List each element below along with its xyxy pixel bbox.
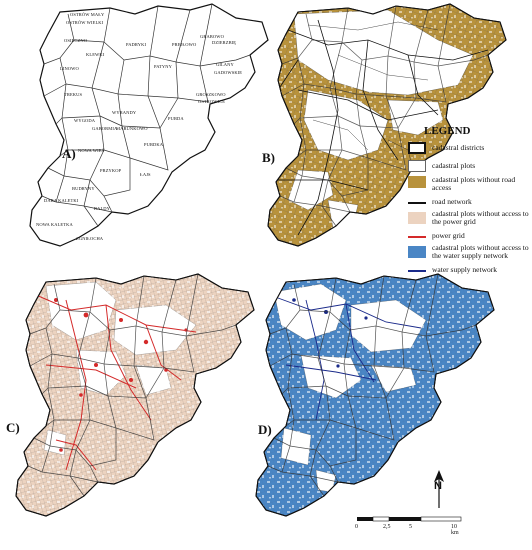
- scale-bar: 0 2,5 5 10 km: [355, 516, 465, 536]
- district-label: OSTROWICE: [198, 99, 226, 104]
- panel-label-a: A): [62, 146, 76, 161]
- legend-label: cadastral districts: [432, 143, 485, 152]
- district-label: PURDA: [168, 116, 184, 121]
- panel-label-b: B): [262, 150, 275, 165]
- legend-swatch: [408, 176, 426, 188]
- north-arrow-icon: [434, 470, 444, 508]
- district-label: BUDRYNY: [72, 186, 95, 191]
- district-label: NOWA WIEŚ: [78, 148, 105, 153]
- district-label: WYRANDY: [112, 110, 137, 115]
- legend-swatch: [408, 160, 426, 172]
- scale-tick-label: 0: [355, 524, 358, 530]
- legend-label: water supply network: [432, 265, 497, 274]
- district-label: PREJŁOWO: [172, 42, 197, 47]
- north-arrow: N: [424, 468, 454, 510]
- district-label: DZIERZBIĘ: [212, 40, 237, 45]
- scale-bar-graphic: [357, 516, 462, 522]
- district-label: PURDKA: [144, 142, 164, 147]
- district-label: MARUNKOWO: [116, 126, 148, 131]
- legend-swatch: [408, 142, 426, 154]
- district-label: OSTRÓW WIELKI: [66, 20, 104, 25]
- district-label: OSIECZNO: [64, 38, 88, 43]
- legend-swatch: [408, 246, 426, 258]
- legend-label: road network: [432, 197, 472, 206]
- district-label: ZGNIŁOCHA: [76, 236, 104, 241]
- legend-label: cadastral plots without access to the wa…: [432, 243, 529, 260]
- scale-tick-label: 10 km: [451, 524, 459, 536]
- district-label: PADRYKI: [126, 42, 147, 47]
- district-label: TREKUS: [64, 92, 83, 97]
- legend-line: [408, 236, 426, 238]
- district-label: ŁAJS: [140, 172, 151, 177]
- scale-tick-label: 5: [409, 524, 412, 530]
- district-label: DARA KALETKI: [44, 198, 79, 203]
- panel-label-c: C): [6, 420, 20, 435]
- legend-label: power grid: [432, 231, 465, 240]
- district-label: LINOWO: [60, 66, 79, 71]
- district-label: GRABOWO: [200, 34, 224, 39]
- district-label: GADOWSKIE: [214, 70, 243, 75]
- scale-tick-label: 2,5: [383, 524, 391, 530]
- north-letter: N: [434, 480, 442, 492]
- district-label: PATYNY: [154, 64, 172, 69]
- legend-line: [408, 202, 426, 204]
- district-label: GROSZKOWO: [196, 92, 226, 97]
- district-label: BALDY: [94, 206, 110, 211]
- legend: LEGEND cadastral districts cadastral plo…: [400, 125, 532, 273]
- district-label: KLEWKI: [86, 52, 105, 57]
- legend-line: [408, 270, 426, 272]
- legend-label: cadastral plots without road access: [432, 175, 516, 192]
- panel-label-d: D): [258, 422, 272, 437]
- district-label: WYGODA: [74, 118, 96, 123]
- legend-swatch: [408, 212, 426, 224]
- panel-d-map: [255, 273, 495, 517]
- district-label: GILANY: [216, 62, 234, 67]
- district-label: PRZYKOP: [100, 168, 122, 173]
- legend-label: cadastral plots: [432, 161, 476, 170]
- legend-title: LEGEND: [424, 125, 471, 137]
- district-label: OSTRÓW MAŁY: [70, 12, 105, 17]
- legend-label: cadastral plots without access to the po…: [432, 209, 529, 226]
- panel-c-map: [15, 273, 255, 517]
- district-label: NOWA KALETKA: [36, 222, 73, 227]
- district-label: GABORMIA: [92, 126, 118, 131]
